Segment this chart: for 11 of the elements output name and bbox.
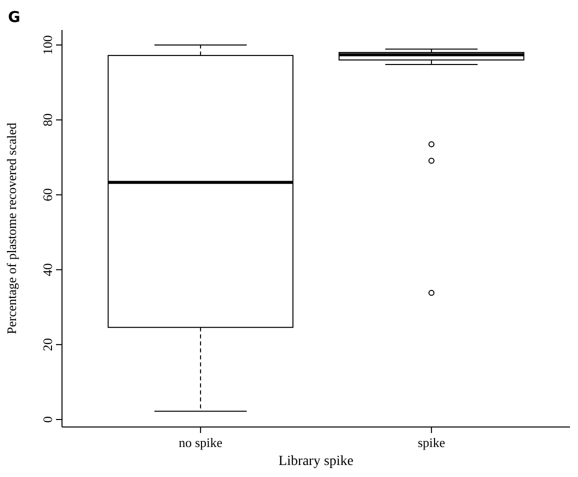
y-tick-label: 80 [40, 113, 55, 126]
y-tick-label: 60 [40, 188, 55, 202]
y-axis-title: Percentage of plastome recovered scaled [4, 122, 19, 334]
y-tick-label: 40 [40, 263, 55, 276]
y-tick-label: 20 [40, 338, 55, 352]
x-tick-label: no spike [178, 435, 223, 450]
y-tick-label: 0 [40, 416, 55, 423]
chart-title: G [8, 8, 20, 26]
x-tick-label: spike [418, 435, 446, 450]
y-tick-label: 100 [40, 35, 55, 55]
x-axis-title: Library spike [278, 454, 354, 469]
